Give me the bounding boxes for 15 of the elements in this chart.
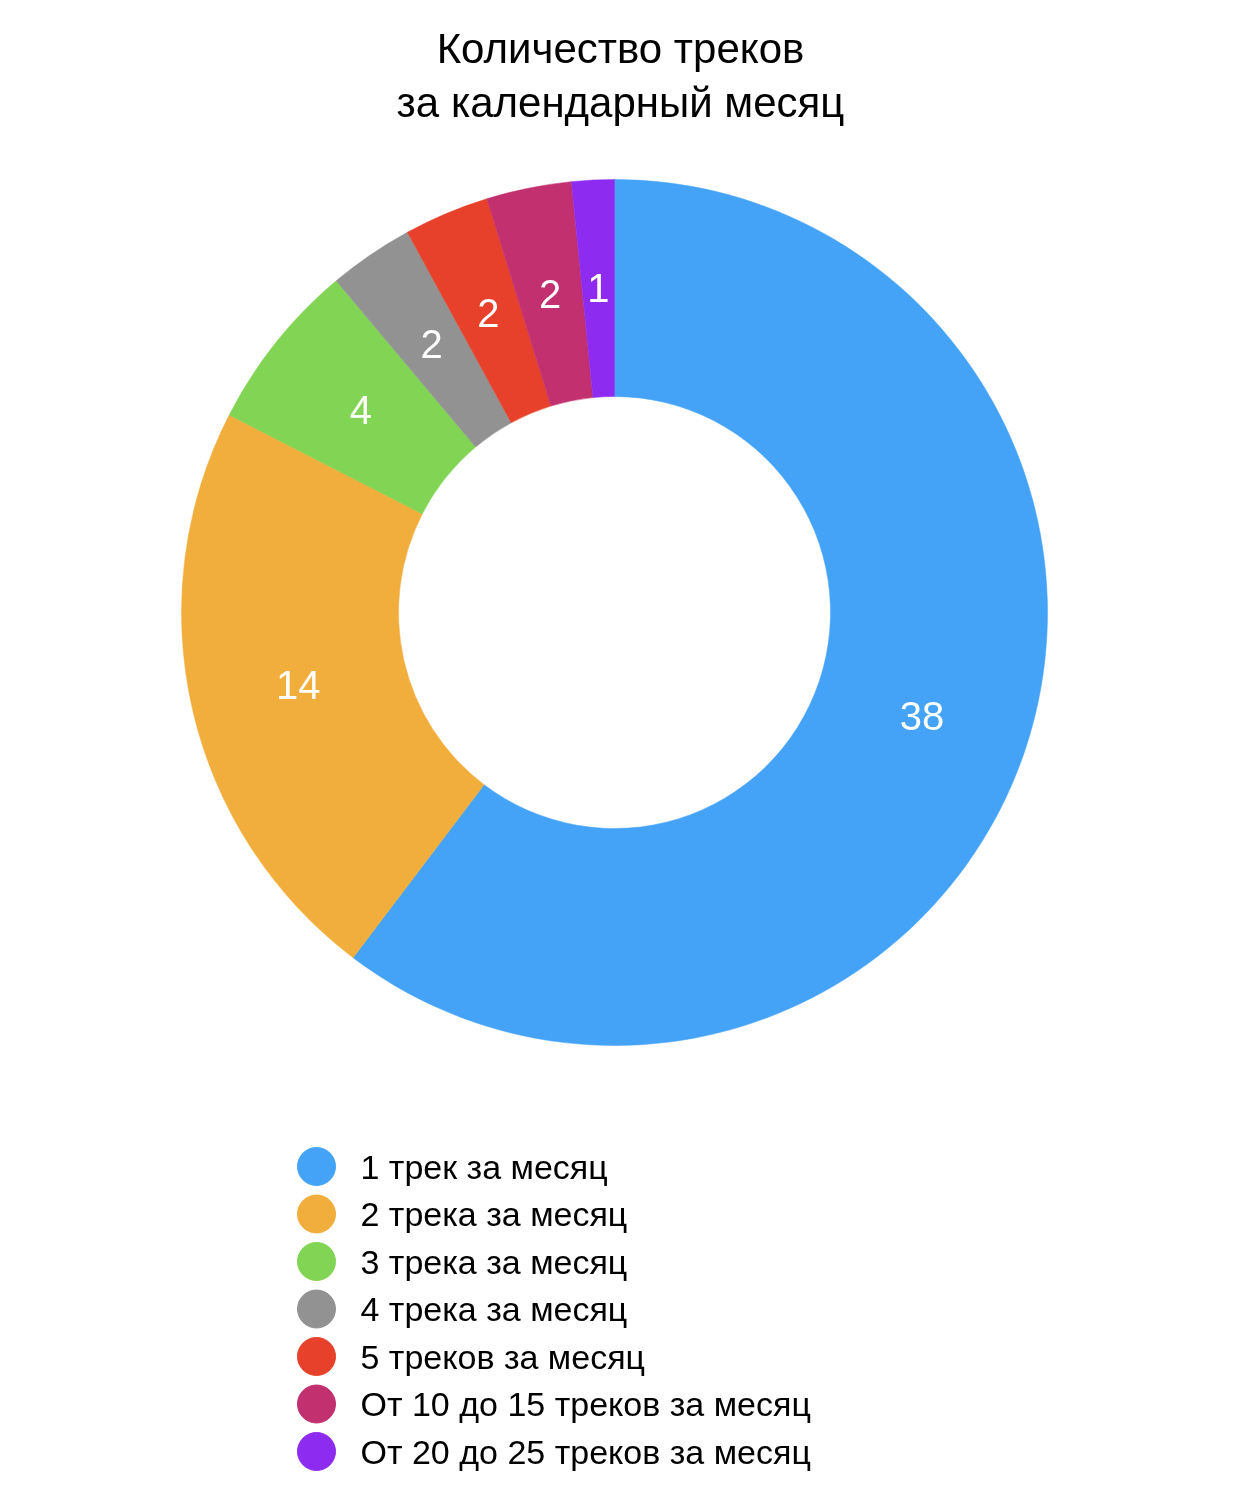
data-label: 38 <box>899 693 945 738</box>
data-label: 2 <box>477 291 500 336</box>
chart-title: Количество треков за календарный месяц <box>396 25 845 126</box>
legend-label: 4 трека за месяц <box>360 1290 628 1328</box>
legend-label: От 10 до 15 треков за месяц <box>360 1385 811 1423</box>
legend-label: 3 трека за месяц <box>360 1242 628 1281</box>
data-label: 4 <box>349 388 372 433</box>
legend-label: 1 трек за месяц <box>360 1147 608 1186</box>
data-label: 2 <box>420 322 443 367</box>
legend-label: 5 треков за месяц <box>360 1337 646 1376</box>
legend-label: 2 трека за месяц <box>360 1195 628 1233</box>
data-label: 1 <box>587 266 610 311</box>
legend-label: От 20 до 25 треков за месяц <box>360 1432 811 1471</box>
data-label: 14 <box>275 662 321 707</box>
data-label: 2 <box>539 272 562 317</box>
